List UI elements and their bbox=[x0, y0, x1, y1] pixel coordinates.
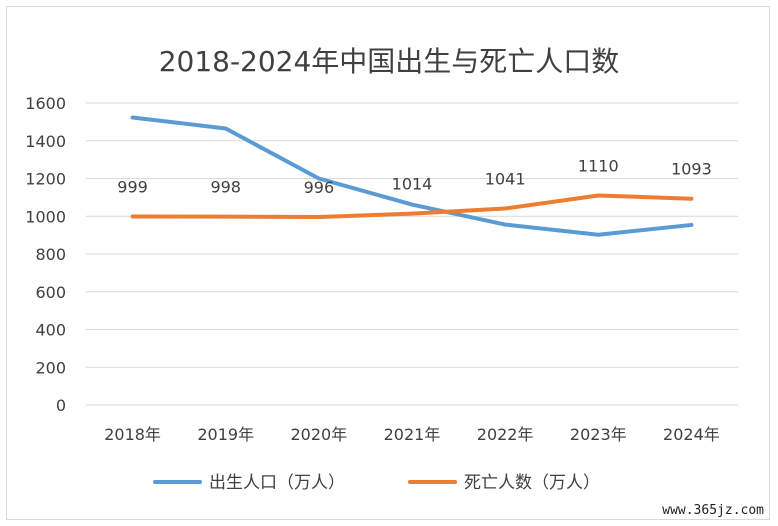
data-label: 999 bbox=[117, 177, 148, 196]
gridlines bbox=[86, 102, 738, 406]
y-axis-ticks: 0 200 400 600 800 1000 1200 1400 1600 bbox=[25, 94, 66, 415]
data-label: 1041 bbox=[485, 170, 526, 189]
y-tick-label: 1600 bbox=[25, 94, 66, 113]
chart-title: 2018-2024年中国出生与死亡人口数 bbox=[159, 45, 620, 78]
y-tick-label: 1000 bbox=[25, 207, 66, 226]
chart-frame bbox=[6, 6, 770, 520]
y-tick-label: 1400 bbox=[25, 132, 66, 151]
x-tick-label: 2024年 bbox=[663, 425, 720, 444]
y-tick-label: 0 bbox=[56, 396, 66, 415]
data-label: 1014 bbox=[392, 175, 433, 194]
data-label: 998 bbox=[210, 178, 241, 197]
x-tick-label: 2022年 bbox=[477, 425, 534, 444]
y-tick-label: 400 bbox=[35, 321, 66, 340]
y-tick-label: 1200 bbox=[25, 170, 66, 189]
y-tick-label: 800 bbox=[35, 245, 66, 264]
x-tick-label: 2020年 bbox=[290, 425, 347, 444]
x-tick-label: 2019年 bbox=[197, 425, 254, 444]
legend-label: 出生人口（万人） bbox=[209, 473, 345, 493]
data-label: 1093 bbox=[671, 160, 712, 179]
legend-label: 死亡人数（万人） bbox=[464, 473, 600, 493]
data-label: 1110 bbox=[578, 156, 619, 175]
legend: 出生人口（万人） 死亡人数（万人） bbox=[153, 473, 600, 493]
x-tick-label: 2021年 bbox=[384, 425, 441, 444]
data-labels: 999 998 996 1014 1041 1110 1093 bbox=[117, 156, 711, 197]
y-tick-label: 200 bbox=[35, 358, 66, 377]
x-tick-label: 2023年 bbox=[570, 425, 627, 444]
data-label: 996 bbox=[304, 178, 335, 197]
watermark-url: www.365jz.com bbox=[662, 503, 764, 518]
series-lines bbox=[130, 115, 694, 237]
x-axis-ticks: 2018年 2019年 2020年 2021年 2022年 2023年 2024年 bbox=[104, 425, 720, 444]
y-tick-label: 600 bbox=[35, 283, 66, 302]
x-tick-label: 2018年 bbox=[104, 425, 161, 444]
